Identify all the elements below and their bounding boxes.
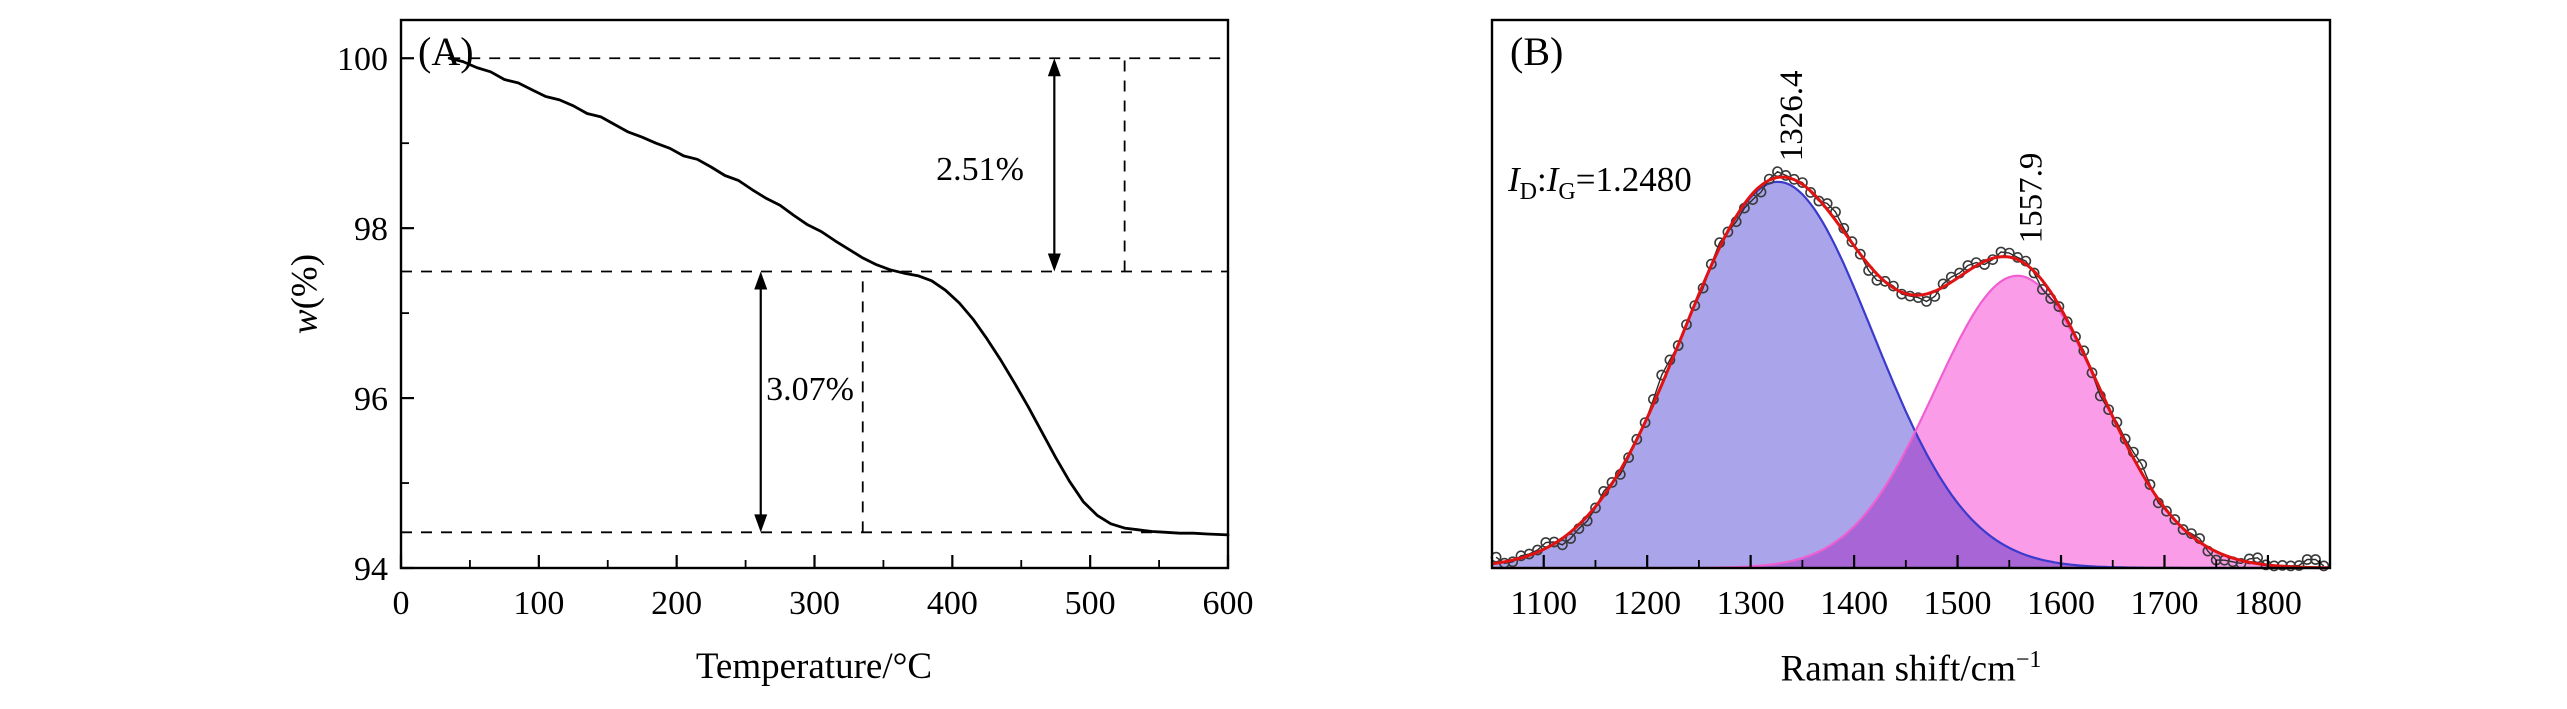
tga-y-tick-label: 96 [354,381,388,418]
tga-y-tick-label: 100 [337,41,388,78]
tga-plot-frame [399,18,1230,570]
tga-yaxis-variable: w [284,309,326,335]
peak-position-label: 1326.4 [1774,71,1810,162]
fit-curve [1491,175,2328,570]
raman-x-tick-label: 1200 [1613,585,1681,622]
raman-xaxis-label-base: Raman shift/cm [1780,648,2016,690]
tga-x-tick-label: 600 [1203,585,1254,622]
raman-data-point [2037,283,2048,295]
band-overlap-area [1492,434,2328,568]
d-band-area [1492,181,2328,569]
arrowhead-down [754,514,768,533]
arrowhead-up [754,271,768,290]
raman-data-point [2070,331,2081,343]
tga-x-tick-label: 200 [651,585,702,622]
raman-plot-frame [1490,18,2332,570]
peak-position-label: 1557.9 [2014,153,2050,244]
raman-xaxis-label-exponent: −1 [2015,647,2042,673]
raman-data-point [1639,417,1651,428]
ratio-colon: : [1537,160,1547,199]
mass-loss-1-label: 2.51% [936,151,1024,188]
mass-loss-2-label: 3.07% [766,371,854,408]
tga-y-tick-label: 94 [354,551,388,588]
raman-data-point [2053,301,2065,312]
ratio-sub-g: G [1558,179,1576,205]
tga-x-tick-label: 300 [789,585,840,622]
tga-yaxis-unit: (%) [284,253,326,310]
raman-data-point [1854,248,1866,260]
arrowhead-up [1047,58,1061,77]
ratio-i2: I [1546,160,1559,199]
raman-data-point [1722,226,1734,238]
tga-x-tick-label: 400 [927,585,978,622]
tga-y-tick-label: 98 [354,211,388,248]
ratio-i1: I [1508,160,1520,199]
raman-x-tick-label: 1800 [2234,585,2302,622]
raman-data-point [1921,295,1932,307]
raman-data-point [1631,433,1643,445]
ratio-value: =1.2480 [1575,160,1692,199]
raman-data-point [2310,554,2321,565]
raman-x-tick-label: 1500 [1924,585,1992,622]
tga-yaxis-label: w(%) [284,253,326,335]
raman-x-tick-label: 1600 [2027,585,2095,622]
panel-b-label: (B) [1510,29,1564,74]
tga-x-tick-label: 100 [513,585,564,622]
raman-data-point [1606,476,1618,488]
panel-a-label: (A) [418,29,474,74]
raman-x-tick-label: 1300 [1717,585,1785,622]
ratio-sub-d: D [1519,179,1537,205]
raman-data-point [1681,319,1692,330]
tga-xaxis-label: Temperature/°C [695,646,933,687]
id-ig-ratio-label: ID:IG=1.2480 [1508,162,1692,204]
raman-x-tick-label: 1100 [1510,585,1577,622]
raman-data-point [1590,502,1601,514]
raman-data-point [1672,340,1684,351]
tga-curve [447,56,1230,537]
raman-data-point [1557,539,1568,551]
tga-x-tick-label: 0 [393,585,410,622]
raman-data-point [2161,505,2172,517]
raman-x-tick-label: 1700 [2130,585,2198,622]
raman-data-point [2177,524,2189,535]
raman-data-point [2169,514,2181,525]
g-band-area [1492,275,2328,568]
raman-data-point [1755,186,1767,198]
arrowhead-down [1047,253,1061,272]
raman-data-point [2028,267,2040,279]
raman-data-point [2301,554,2313,565]
raman-data-point [1879,275,1891,287]
raman-x-tick-label: 1400 [1820,585,1888,622]
raman-data-point [1846,236,1858,248]
raman-xaxis-label: Raman shift/cm−1 [1781,648,2042,687]
tga-x-tick-label: 500 [1065,585,1116,622]
raman-data-point [1805,186,1816,198]
